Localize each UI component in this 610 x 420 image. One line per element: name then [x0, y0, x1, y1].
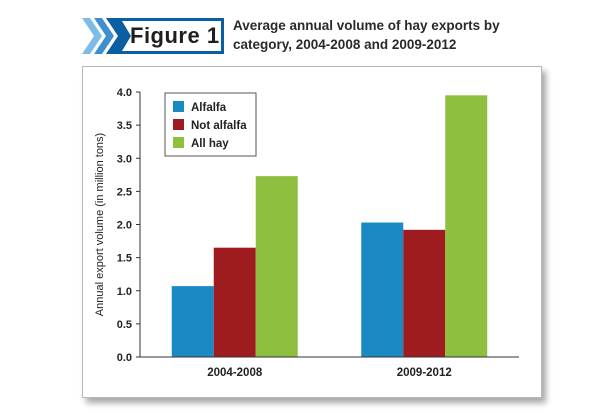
chevron-arrows-icon	[82, 18, 224, 54]
y-tick-label: 3.5	[117, 120, 132, 132]
bar-alfalfa-2009-2012	[361, 222, 404, 357]
bars	[171, 95, 488, 357]
legend-label: Alfalfa	[191, 102, 227, 114]
legend-label: All hay	[191, 138, 229, 150]
chart-panel: 0.0 0.5 1.0 1.5 2.0 2.5 3.0 3.5 4.0 2004-2008 200…	[82, 66, 542, 398]
y-tick-label: 0.5	[117, 319, 132, 331]
legend-swatch	[173, 119, 184, 130]
bar-chart: 0.00.51.01.52.02.53.03.54.0 2004-2008 200…	[94, 87, 519, 379]
figure-label: Figure 1	[130, 23, 220, 48]
y-tick-label: 4.0	[117, 87, 132, 99]
legend: Alfalfa Not alfalfa All hay	[164, 92, 257, 157]
legend-swatch	[173, 137, 184, 148]
y-tick-label: 1.0	[117, 286, 132, 298]
bar-all-hay-2004-2008	[255, 176, 298, 357]
bar-alfalfa-2004-2008	[171, 286, 214, 357]
y-tick-label: 0.0	[117, 352, 132, 364]
legend-swatch	[173, 101, 184, 112]
y-tick-label: 1.5	[117, 253, 132, 265]
x-tick-label: 2009-2012	[397, 367, 452, 379]
x-axis-labels: 2004-2008 2009-2012	[207, 367, 452, 379]
legend-label: Not alfalfa	[191, 120, 247, 132]
figure-badge: Figure 1	[82, 18, 224, 54]
bar-not-alfalfa-2004-2008	[213, 247, 256, 357]
y-tick-label: 2.5	[117, 186, 132, 198]
y-tick-label: 2.0	[117, 220, 132, 232]
y-axis-ticks: 0.0 0.5 1.0 1.5 2.0 2.5 3.0 3.5 4.0	[117, 87, 140, 364]
figure-title: Average annual volume of hay exports by …	[233, 18, 500, 52]
bar-all-hay-2009-2012	[445, 95, 488, 357]
y-axis-label: Annual export volume (in million tons)	[94, 133, 106, 316]
x-tick-label: 2004-2008	[207, 367, 263, 379]
y-tick-label: 3.0	[117, 153, 132, 165]
bar-not-alfalfa-2009-2012	[403, 229, 446, 357]
